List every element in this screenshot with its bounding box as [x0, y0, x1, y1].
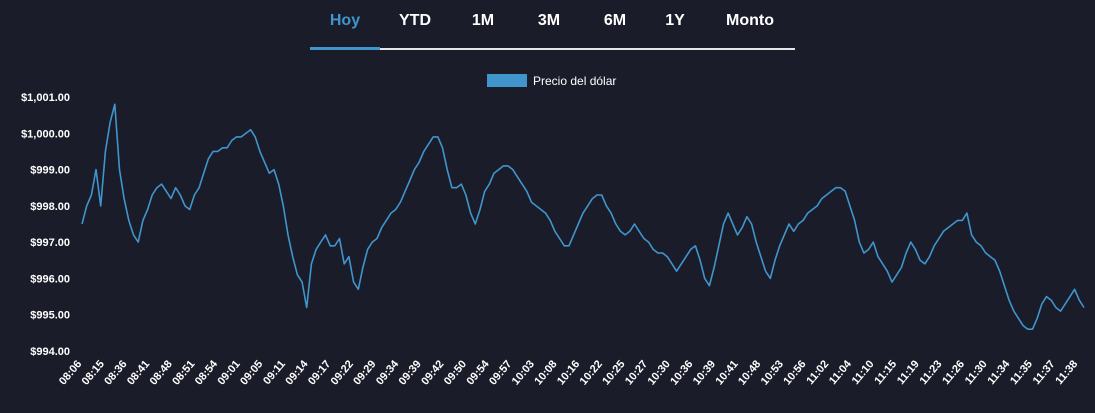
x-tick-label: 08:51 [170, 358, 197, 387]
y-tick-label: $1,000.00 [21, 128, 70, 140]
x-axis: 08:0608:1508:3608:4108:4808:5108:5409:01… [57, 358, 1080, 388]
x-tick-label: 11:30 [963, 358, 990, 387]
y-tick-label: $994.00 [30, 346, 70, 358]
time-range-tabs: Hoy YTD 1M 3M 6M 1Y Monto [310, 0, 795, 50]
tab-ytd[interactable]: YTD [399, 12, 431, 29]
x-tick-label: 10:27 [623, 358, 650, 387]
tab-1y[interactable]: 1Y [665, 12, 685, 29]
x-tick-label: 09:50 [442, 358, 469, 387]
x-tick-label: 11:34 [985, 358, 1012, 387]
tab-6m[interactable]: 6M [603, 12, 627, 29]
x-tick-label: 08:15 [80, 358, 107, 387]
x-tick-label: 09:54 [464, 358, 492, 388]
x-tick-label: 09:14 [283, 358, 311, 388]
x-tick-label: 10:39 [691, 358, 718, 387]
x-tick-label: 10:48 [736, 358, 763, 387]
x-tick-label: 10:16 [555, 358, 582, 387]
x-tick-label: 10:03 [510, 358, 537, 387]
x-tick-label: 11:37 [1031, 358, 1058, 387]
x-tick-label: 10:53 [759, 358, 786, 387]
x-tick-label: 11:19 [895, 358, 922, 387]
x-tick-label: 09:17 [306, 358, 333, 387]
x-tick-label: 08:36 [102, 358, 129, 387]
x-tick-label: 10:22 [578, 358, 605, 387]
x-tick-label: 11:10 [850, 358, 877, 387]
x-tick-label: 10:25 [600, 358, 627, 387]
x-tick-label: 09:01 [215, 358, 242, 387]
y-tick-label: $997.00 [30, 237, 70, 249]
x-tick-label: 11:04 [827, 358, 854, 387]
x-tick-label: 11:38 [1053, 358, 1080, 387]
x-tick-label: 08:54 [193, 358, 221, 388]
x-tick-label: 10:08 [532, 358, 559, 387]
y-tick-label: $999.00 [30, 165, 70, 177]
x-tick-label: 08:06 [57, 358, 84, 387]
x-tick-label: 09:05 [238, 358, 265, 387]
x-tick-label: 09:22 [329, 358, 356, 387]
y-tick-label: $996.00 [30, 273, 70, 285]
x-tick-label: 09:42 [419, 358, 446, 387]
x-tick-label: 11:26 [940, 358, 967, 387]
x-tick-label: 09:34 [374, 358, 402, 388]
series-line-precio[interactable] [81, 103, 1085, 330]
y-tick-label: $998.00 [30, 201, 70, 213]
x-tick-label: 10:41 [713, 358, 740, 387]
x-tick-label: 10:56 [781, 358, 808, 387]
x-tick-label: 09:57 [487, 358, 514, 387]
x-tick-label: 10:30 [646, 358, 673, 387]
legend-label: Precio del dólar [533, 74, 616, 88]
x-tick-label: 08:48 [148, 358, 175, 387]
x-tick-label: 08:41 [125, 358, 152, 387]
legend-swatch[interactable] [487, 74, 527, 87]
y-tick-label: $995.00 [30, 310, 70, 322]
x-tick-label: 10:36 [668, 358, 695, 387]
x-tick-label: 11:35 [1008, 358, 1035, 387]
y-tick-label: $1,001.00 [21, 92, 70, 104]
tab-monto[interactable]: Monto [726, 12, 774, 29]
tab-hoy[interactable]: Hoy [310, 0, 380, 50]
tab-1m[interactable]: 1M [471, 12, 495, 29]
x-tick-label: 09:11 [261, 358, 288, 387]
x-tick-label: 09:39 [397, 358, 424, 387]
x-tick-label: 11:02 [804, 358, 831, 387]
x-tick-label: 11:15 [872, 358, 899, 387]
x-tick-label: 09:29 [351, 358, 378, 387]
x-tick-label: 11:23 [918, 358, 945, 387]
tab-3m[interactable]: 3M [537, 12, 561, 29]
y-axis: $994.00 $995.00 $996.00 $997.00 $998.00 $999.… [21, 92, 70, 358]
